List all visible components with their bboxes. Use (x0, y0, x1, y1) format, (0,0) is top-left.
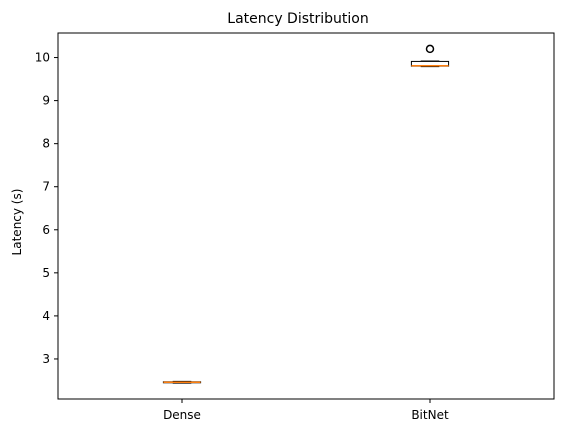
y-tick-label: 6 (42, 223, 50, 237)
y-axis-ticks: 3 4 5 6 7 8 9 10 (35, 51, 58, 366)
y-tick-label: 9 (42, 94, 50, 108)
box-bitnet (410, 44, 450, 68)
y-tick-label: 3 (42, 352, 50, 366)
x-tick-label: Dense (163, 408, 201, 422)
x-tick-label: BitNet (411, 408, 449, 422)
y-tick-label: 4 (42, 309, 50, 323)
y-tick-label: 5 (42, 266, 50, 280)
x-axis-ticks: Dense BitNet (163, 399, 449, 422)
plot-area-frame (57, 32, 555, 400)
chart-title: Latency Distribution (227, 11, 368, 27)
outlier-point (425, 44, 435, 54)
boxes-layer (162, 44, 450, 384)
y-tick-label: 7 (42, 180, 50, 194)
y-tick-label: 10 (35, 51, 50, 65)
box-dense (162, 380, 202, 384)
y-axis-label: Latency (s) (10, 189, 24, 256)
y-tick-label: 8 (42, 137, 50, 151)
